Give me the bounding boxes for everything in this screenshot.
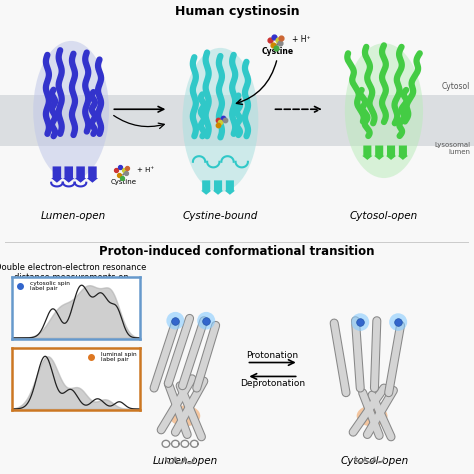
Ellipse shape: [33, 41, 109, 181]
Text: Cystine: Cystine: [261, 47, 293, 56]
Ellipse shape: [389, 313, 407, 331]
Point: [272, 44, 280, 52]
Text: Protonation: Protonation: [246, 351, 299, 360]
Text: luminal spin
label pair: luminal spin label pair: [101, 352, 137, 363]
Point: [214, 116, 222, 124]
FancyArrow shape: [75, 166, 86, 182]
Text: Cytosol-open: Cytosol-open: [350, 211, 418, 221]
Ellipse shape: [182, 48, 258, 192]
Text: Cystine-bound: Cystine-bound: [182, 211, 258, 221]
Text: cytosolic spin
label pair: cytosolic spin label pair: [30, 281, 70, 292]
Point: [118, 174, 126, 182]
Point: [394, 319, 402, 326]
Text: Double electron-electron resonance
distance measurements on
spin label pairs: Double electron-electron resonance dista…: [0, 263, 147, 292]
Point: [116, 163, 124, 171]
Text: Lysosomal
lumen: Lysosomal lumen: [434, 142, 470, 155]
Point: [172, 317, 179, 325]
Point: [356, 319, 364, 326]
Point: [269, 41, 277, 49]
Point: [221, 116, 229, 124]
Ellipse shape: [170, 405, 200, 427]
FancyArrow shape: [386, 146, 396, 160]
Point: [202, 317, 210, 325]
Text: + H⁺: + H⁺: [137, 167, 155, 173]
Text: + H⁺: + H⁺: [292, 35, 310, 44]
Point: [266, 36, 274, 43]
Text: Proton-induced conformational transition: Proton-induced conformational transition: [99, 246, 375, 258]
Point: [270, 33, 278, 40]
Text: Cytosol: Cytosol: [442, 82, 470, 91]
Text: Cytosol-open: Cytosol-open: [340, 456, 409, 466]
Text: Cystine: Cystine: [110, 179, 136, 185]
Point: [219, 114, 227, 121]
Point: [277, 34, 284, 41]
FancyBboxPatch shape: [0, 95, 474, 146]
FancyArrow shape: [87, 166, 98, 182]
FancyArrow shape: [63, 166, 74, 182]
FancyArrow shape: [213, 181, 223, 195]
Text: Lumen-open: Lumen-open: [152, 456, 218, 466]
Point: [115, 172, 123, 179]
Ellipse shape: [345, 43, 423, 178]
Ellipse shape: [197, 312, 215, 329]
Point: [217, 118, 224, 126]
Point: [214, 121, 222, 128]
FancyArrow shape: [201, 181, 211, 195]
Point: [122, 170, 129, 177]
Point: [112, 166, 120, 173]
FancyArrow shape: [374, 146, 384, 160]
Ellipse shape: [351, 313, 369, 331]
Ellipse shape: [356, 405, 388, 427]
FancyArrow shape: [51, 166, 63, 182]
Text: Lumen-open: Lumen-open: [41, 211, 106, 221]
Text: Human cystinosin: Human cystinosin: [175, 5, 299, 18]
FancyArrow shape: [225, 181, 235, 195]
Point: [274, 36, 282, 43]
Ellipse shape: [166, 312, 184, 329]
Point: [120, 166, 128, 173]
Text: Deprotonation: Deprotonation: [240, 379, 305, 388]
Point: [123, 164, 130, 172]
Point: [276, 39, 283, 47]
FancyArrow shape: [398, 146, 408, 160]
FancyArrow shape: [362, 146, 373, 160]
